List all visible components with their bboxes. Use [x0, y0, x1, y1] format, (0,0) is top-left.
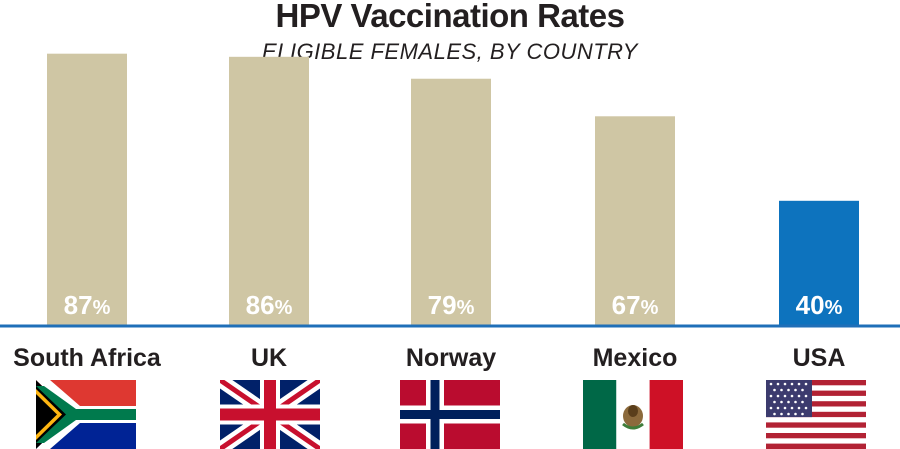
value-label: 67%	[612, 290, 659, 320]
south-africa-flag-icon	[36, 380, 136, 449]
category-label: Mexico	[593, 344, 678, 372]
chart-subtitle: ELIGIBLE FEMALES, BY COUNTRY	[262, 39, 638, 64]
value-label: 40%	[796, 290, 843, 320]
bar-usa	[779, 200, 859, 326]
category-label: UK	[251, 344, 287, 372]
bar-chart: 87% South Africa 86% UK 79% Norway 67% Mexico 40…	[0, 53, 900, 372]
flag-row	[0, 380, 900, 449]
value-label: 87%	[64, 290, 111, 320]
norway-flag-icon	[400, 380, 500, 449]
value-label: 79%	[428, 290, 475, 320]
bar-uk	[229, 56, 309, 326]
usa-flag-icon	[766, 380, 866, 449]
category-label: Norway	[406, 344, 496, 372]
value-label: 86%	[246, 290, 293, 320]
category-label: USA	[793, 344, 846, 372]
bar-south-africa	[47, 53, 127, 326]
category-label: South Africa	[13, 344, 162, 372]
bar-mexico	[595, 116, 675, 326]
mexico-flag-icon	[583, 380, 683, 449]
chart-title: HPV Vaccination Rates	[275, 0, 625, 34]
uk-flag-icon	[220, 380, 320, 449]
bar-norway	[411, 78, 491, 326]
